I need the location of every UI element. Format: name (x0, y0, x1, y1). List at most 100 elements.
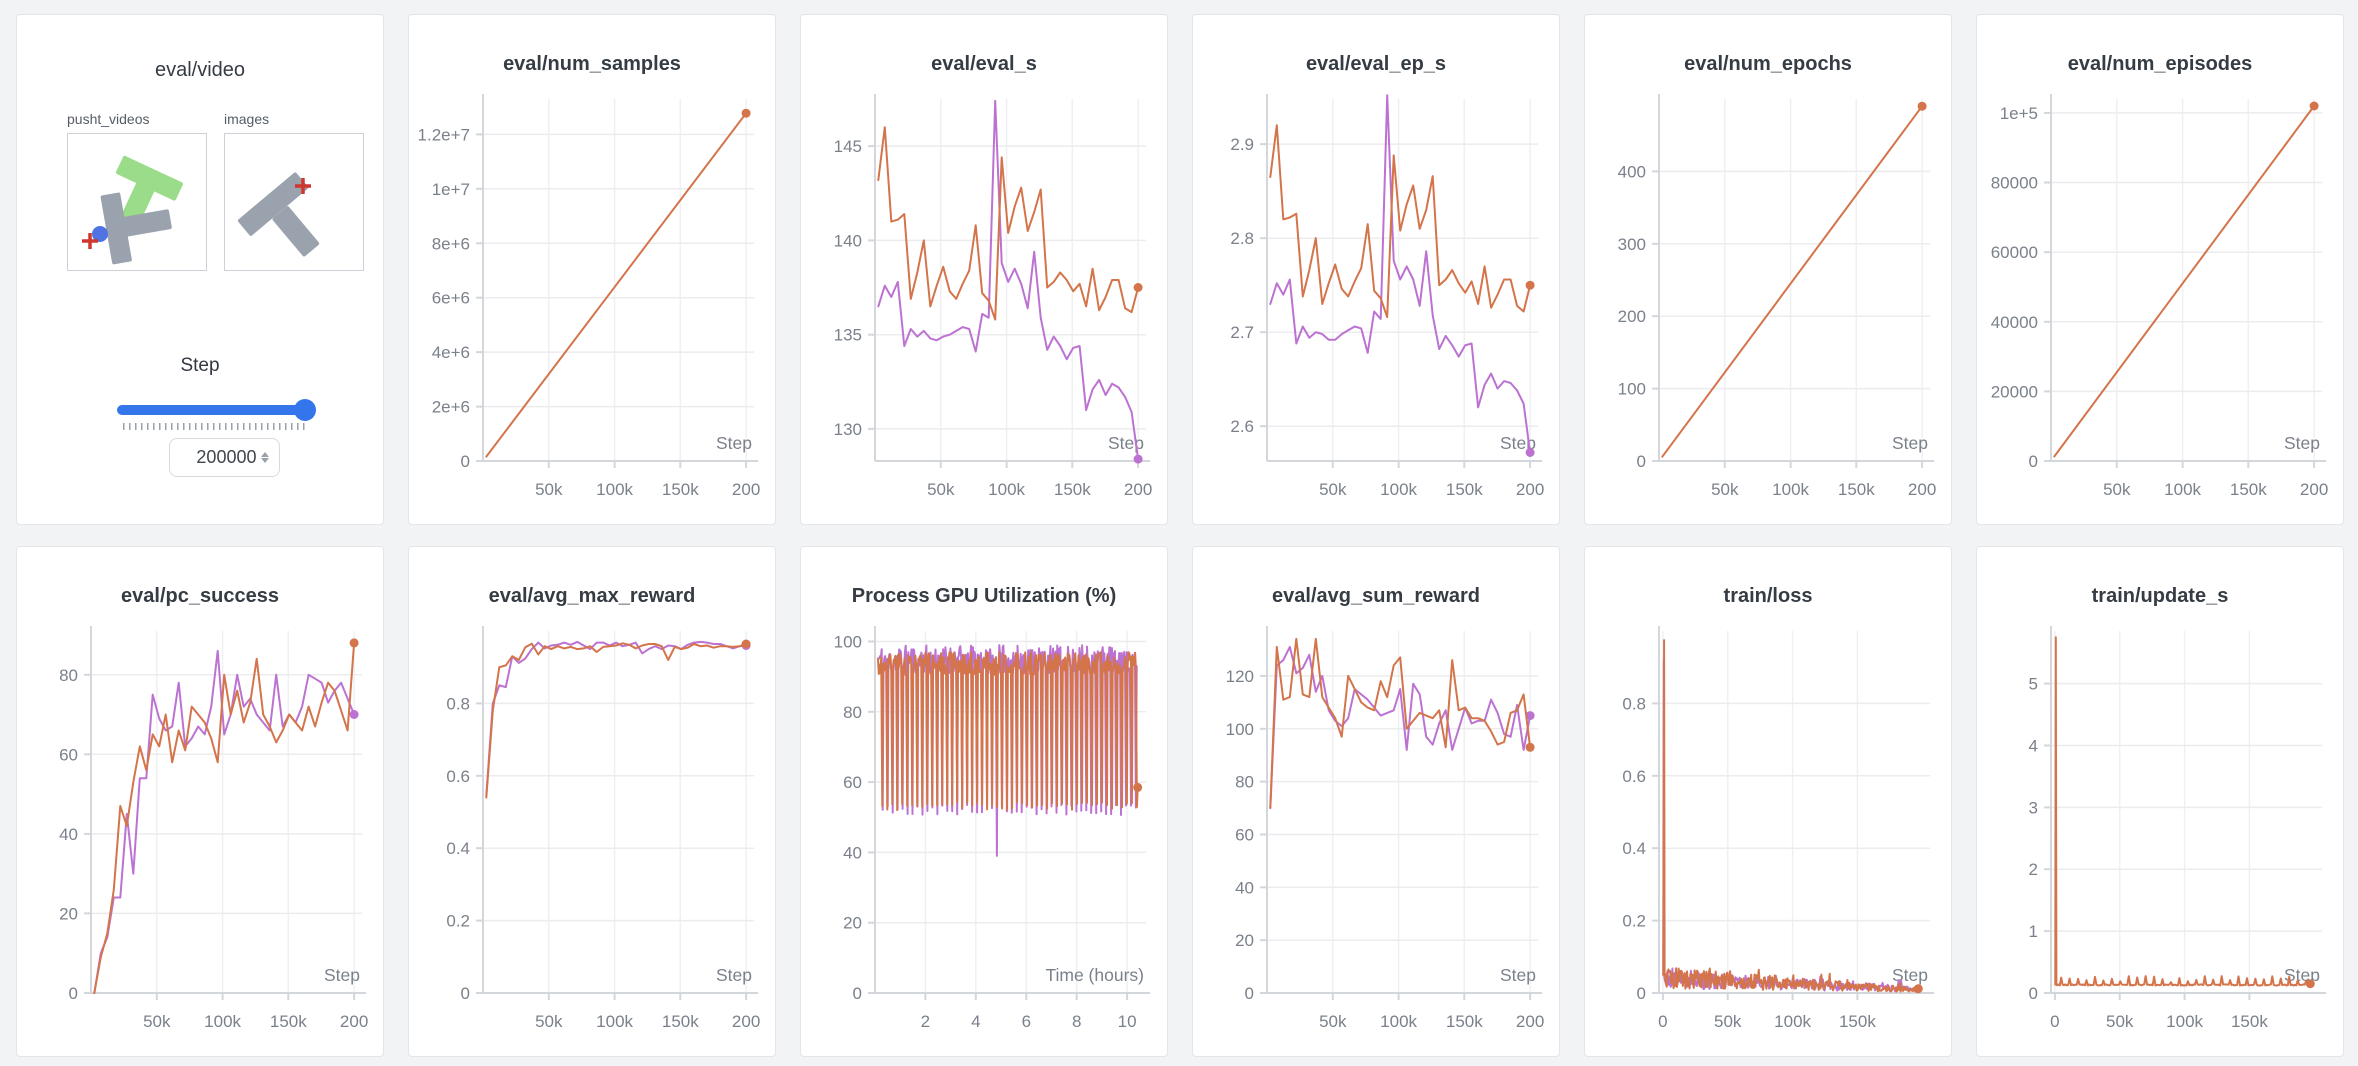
panel-eval-eval-s: eval/eval_s 130 135 140 145 50k 100k 150k 200 St… (800, 14, 1168, 525)
svg-text:130: 130 (834, 420, 862, 439)
svg-text:4: 4 (2029, 737, 2038, 756)
svg-text:4e+6: 4e+6 (432, 343, 470, 362)
svg-text:150k: 150k (1446, 480, 1483, 499)
svg-text:2: 2 (2029, 860, 2038, 879)
svg-text:150k: 150k (1054, 480, 1091, 499)
chart-title: Process GPU Utilization (%) (851, 585, 1117, 607)
svg-text:300: 300 (1618, 235, 1646, 254)
panel-train-update-s: train/update_s 0 1 2 3 4 5 0 50k 100k 150k Step (1976, 546, 2344, 1057)
svg-text:200: 200 (1516, 1012, 1544, 1031)
chart-title: eval/num_samples (503, 53, 681, 75)
svg-text:2.7: 2.7 (1230, 323, 1254, 342)
line-chart-eval-avg-max-reward[interactable]: 0 0.2 0.4 0.6 0.8 50k 100k 150k 200 Step (409, 621, 777, 1058)
svg-text:100: 100 (1226, 720, 1254, 739)
svg-text:60000: 60000 (1991, 243, 2038, 262)
svg-text:0: 0 (69, 984, 78, 1003)
svg-text:20000: 20000 (1991, 382, 2038, 401)
chart-title: eval/avg_max_reward (488, 585, 696, 607)
svg-text:1: 1 (2029, 922, 2038, 941)
step-slider-ruler (123, 423, 309, 430)
line-chart-gpu-utilization[interactable]: 0 20 40 60 80 100 2 4 6 8 10 Time (hours) (801, 621, 1169, 1058)
svg-text:0.2: 0.2 (446, 912, 470, 931)
svg-text:3: 3 (2029, 798, 2038, 817)
svg-text:60: 60 (59, 745, 78, 764)
svg-text:80: 80 (1235, 773, 1254, 792)
svg-text:150k: 150k (662, 480, 699, 499)
svg-text:20: 20 (1235, 931, 1254, 950)
svg-text:Time (hours): Time (hours) (1045, 965, 1144, 985)
panel-eval-num-episodes: eval/num_episodes 0 20000 40000 60000 80000 1… (1976, 14, 2344, 525)
line-chart-eval-num-epochs[interactable]: 0 100 200 300 400 50k 100k 150k 200 Step (1585, 89, 1953, 526)
svg-text:10: 10 (1118, 1012, 1137, 1031)
svg-text:120: 120 (1226, 667, 1254, 686)
line-chart-eval-num-episodes[interactable]: 0 20000 40000 60000 80000 1e+5 50k 100k 150k 200 S… (1977, 89, 2345, 526)
svg-text:0.4: 0.4 (1622, 839, 1646, 858)
step-increment-icon[interactable] (260, 452, 269, 457)
line-chart-eval-pc-success[interactable]: 0 20 40 60 80 50k 100k 150k 200 Step (17, 621, 385, 1058)
step-slider[interactable] (117, 399, 316, 421)
line-chart-eval-num-samples[interactable]: 0 2e+6 4e+6 6e+6 8e+6 1e+7 1.2e+7 50k 100k 150k 20… (409, 89, 777, 526)
chart-title: eval/num_episodes (2067, 53, 2253, 75)
images-thumbnail[interactable] (224, 133, 364, 271)
svg-text:Step: Step (716, 433, 752, 453)
svg-text:0: 0 (461, 984, 470, 1003)
svg-text:200: 200 (1516, 480, 1544, 499)
panel-title: eval/video (154, 59, 246, 81)
svg-text:150k: 150k (2231, 1012, 2268, 1031)
svg-text:0: 0 (1658, 1012, 1667, 1031)
svg-text:50k: 50k (143, 1012, 171, 1031)
svg-text:Step: Step (1892, 433, 1928, 453)
svg-text:8e+6: 8e+6 (432, 234, 470, 253)
svg-text:0.8: 0.8 (446, 694, 470, 713)
line-chart-eval-eval-s[interactable]: 130 135 140 145 50k 100k 150k 200 Step (801, 89, 1169, 526)
svg-text:135: 135 (834, 326, 862, 345)
svg-text:60: 60 (1235, 826, 1254, 845)
svg-text:Step: Step (324, 965, 360, 985)
svg-text:1.2e+7: 1.2e+7 (418, 125, 470, 144)
step-slider-handle[interactable] (294, 399, 316, 421)
pusht-video-thumbnail[interactable] (67, 133, 207, 271)
media-label-pusht-videos: pusht_videos (67, 111, 150, 127)
chart-title: eval/avg_sum_reward (1272, 585, 1480, 607)
step-value-input[interactable] (180, 446, 259, 469)
svg-text:0: 0 (1637, 984, 1646, 1003)
svg-text:40: 40 (59, 825, 78, 844)
svg-text:150k: 150k (662, 1012, 699, 1031)
line-chart-eval-avg-sum-reward[interactable]: 0 20 40 60 80 100 120 50k 100k 150k 200 Step (1193, 621, 1561, 1058)
chart-title: train/loss (1723, 585, 1813, 607)
svg-text:100k: 100k (1380, 1012, 1417, 1031)
svg-text:1e+7: 1e+7 (432, 180, 470, 199)
svg-text:0: 0 (2029, 984, 2038, 1003)
svg-text:4: 4 (971, 1012, 980, 1031)
step-input-container (169, 438, 280, 477)
panel-eval-num-samples: eval/num_samples 0 2e+6 4e+6 6e+6 8e+6 1e+7 1.… (408, 14, 776, 525)
panel-eval-num-epochs: eval/num_epochs 0 100 200 300 400 50k 100k 150k… (1584, 14, 1952, 525)
svg-text:100: 100 (834, 633, 862, 652)
svg-text:20: 20 (843, 914, 862, 933)
svg-text:100k: 100k (2164, 480, 2201, 499)
panel-eval-video: eval/video pusht_videos images (16, 14, 384, 525)
svg-text:2.8: 2.8 (1230, 229, 1254, 248)
svg-text:6: 6 (1022, 1012, 1031, 1031)
svg-text:50k: 50k (1319, 1012, 1347, 1031)
svg-text:0.2: 0.2 (1622, 912, 1646, 931)
svg-text:50k: 50k (1714, 1012, 1742, 1031)
svg-text:1e+5: 1e+5 (2000, 104, 2038, 123)
svg-text:140: 140 (834, 231, 862, 250)
svg-text:145: 145 (834, 137, 862, 156)
svg-text:40: 40 (843, 843, 862, 862)
line-chart-eval-eval-ep-s[interactable]: 2.6 2.7 2.8 2.9 50k 100k 150k 200 Step (1193, 89, 1561, 526)
svg-text:100k: 100k (1774, 1012, 1811, 1031)
svg-text:150k: 150k (1446, 1012, 1483, 1031)
svg-text:0: 0 (461, 452, 470, 471)
svg-text:100k: 100k (2166, 1012, 2203, 1031)
svg-text:50k: 50k (535, 480, 563, 499)
step-decrement-icon[interactable] (260, 458, 269, 463)
svg-text:200: 200 (340, 1012, 368, 1031)
svg-text:40000: 40000 (1991, 313, 2038, 332)
svg-text:2.6: 2.6 (1230, 417, 1254, 436)
svg-text:0.6: 0.6 (446, 767, 470, 786)
svg-text:2e+6: 2e+6 (432, 398, 470, 417)
